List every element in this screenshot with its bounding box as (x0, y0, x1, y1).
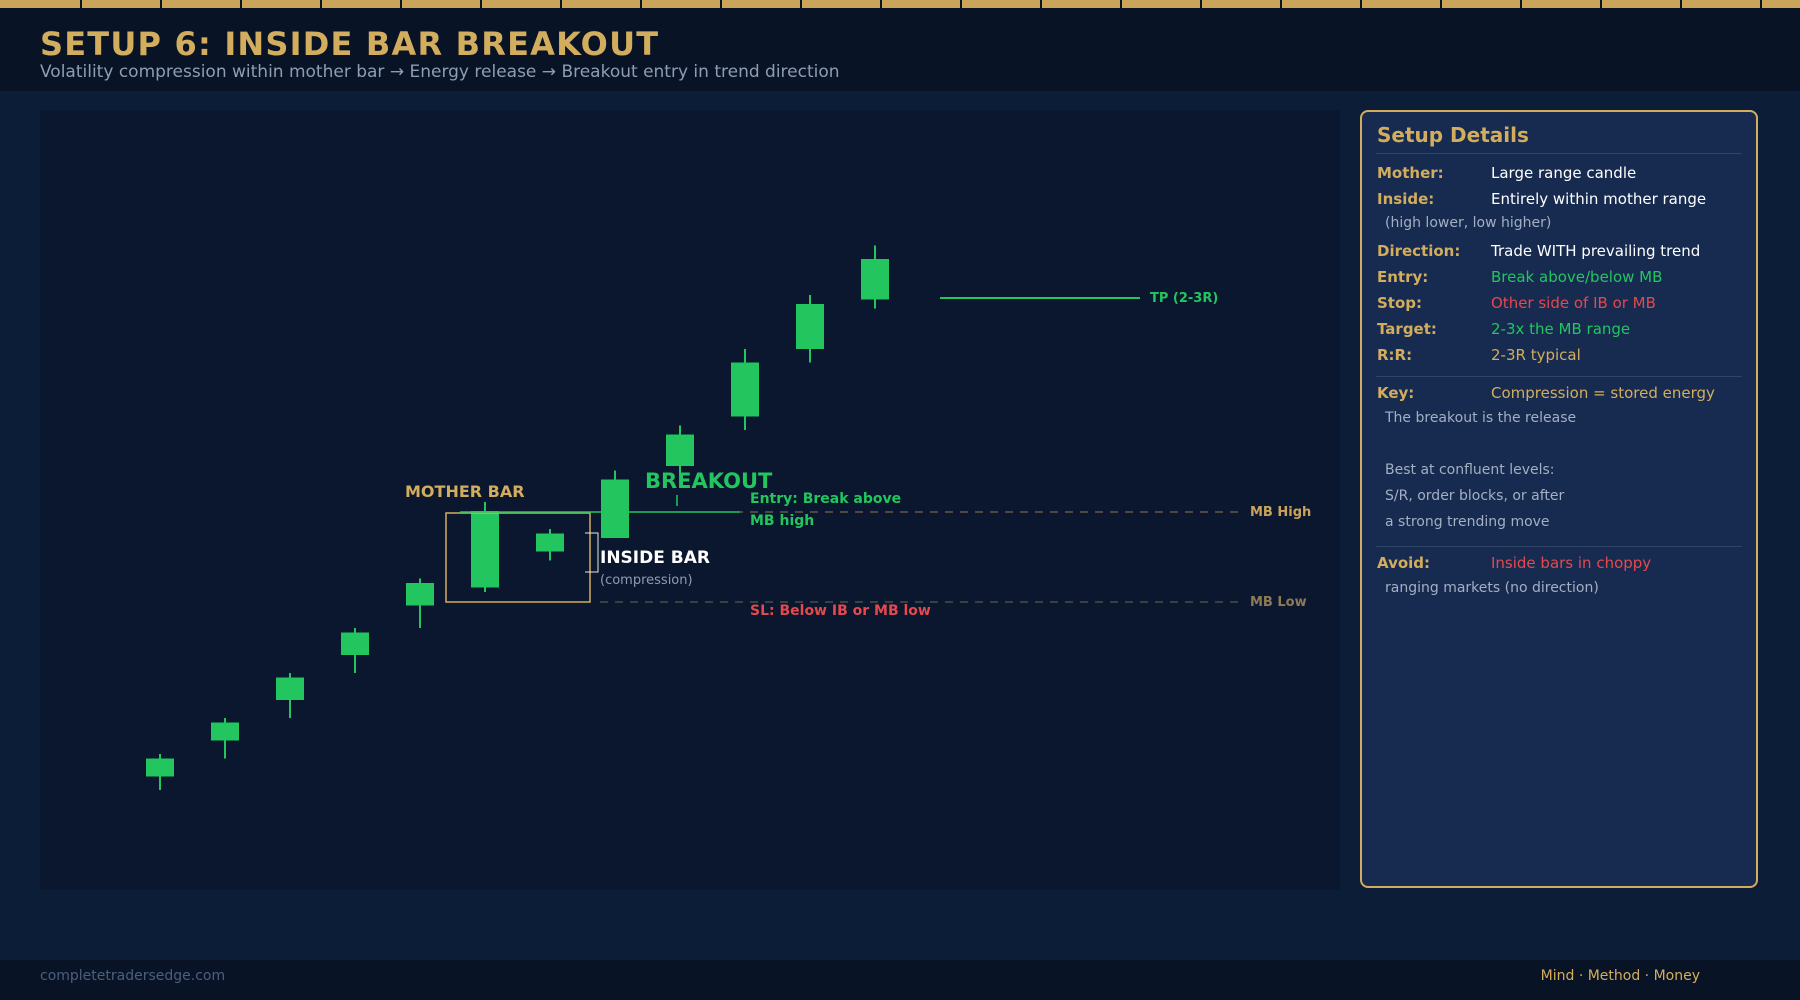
key-note: a strong trending move (1385, 514, 1550, 530)
accent-tick (240, 0, 242, 8)
accent-tick (1440, 0, 1442, 8)
mother-value: Large range candle (1491, 164, 1637, 182)
divider (1376, 153, 1742, 154)
detail-row-entry: Entry: Break above/below MB (1377, 268, 1747, 288)
accent-tick (1680, 0, 1682, 8)
footer-site: completetradersedge.com (40, 968, 226, 984)
stop-label: Stop: (1377, 294, 1423, 312)
key-value: Compression = stored energy (1491, 384, 1715, 402)
accent-tick (80, 0, 82, 8)
page-title: SETUP 6: INSIDE BAR BREAKOUT (40, 25, 660, 63)
stop-value: Other side of IB or MB (1491, 294, 1656, 312)
detail-row-mother: Mother: Large range candle (1377, 164, 1747, 184)
accent-tick (1040, 0, 1042, 8)
bullish-candle (601, 479, 629, 538)
detail-row-stop: Stop: Other side of IB or MB (1377, 294, 1747, 314)
inside-note: (high lower, low higher) (1385, 215, 1552, 231)
direction-label: Direction: (1377, 242, 1461, 260)
candles-group (146, 245, 889, 790)
avoid-label: Avoid: (1377, 554, 1431, 572)
inside-bar-label: INSIDE BAR (600, 548, 710, 568)
accent-tick (640, 0, 642, 8)
bullish-candle (666, 434, 694, 466)
top-accent-bar (0, 0, 1800, 8)
inside-value: Entirely within mother range (1491, 190, 1707, 208)
accent-tick (480, 0, 482, 8)
entry-label-line1: Entry: Break above (750, 491, 901, 507)
bullish-candle (731, 362, 759, 417)
bullish-candle (471, 511, 499, 588)
accent-tick (320, 0, 322, 8)
direction-value: Trade WITH prevailing trend (1491, 242, 1701, 260)
header: SETUP 6: INSIDE BAR BREAKOUT Volatility … (0, 8, 1800, 91)
detail-row-avoid: Avoid: Inside bars in choppy (1377, 554, 1747, 574)
bullish-candle (406, 583, 434, 606)
bullish-candle (536, 533, 564, 552)
detail-row-target: Target: 2-3x the MB range (1377, 320, 1747, 340)
key-note: The breakout is the release (1385, 410, 1577, 426)
bullish-candle (341, 632, 369, 655)
divider (1376, 376, 1742, 377)
bullish-candle (861, 259, 889, 300)
divider (1376, 546, 1742, 547)
footer: completetradersedge.com Mind · Method · … (0, 960, 1800, 1000)
detail-row-inside: Inside: Entirely within mother range (1377, 190, 1747, 210)
avoid-note: ranging markets (no direction) (1385, 580, 1599, 596)
bullish-candle (211, 722, 239, 741)
detail-row-direction: Direction: Trade WITH prevailing trend (1377, 242, 1747, 262)
accent-tick (1280, 0, 1282, 8)
accent-tick (1760, 0, 1762, 8)
bullish-candle (146, 758, 174, 777)
accent-tick (1360, 0, 1362, 8)
chart-panel: MOTHER BAR INSIDE BAR (compression) BREA… (40, 110, 1340, 890)
rr-value: 2-3R typical (1491, 346, 1581, 364)
accent-tick (560, 0, 562, 8)
breakout-label: BREAKOUT (645, 469, 773, 493)
stop-loss-label: SL: Below IB or MB low (750, 603, 931, 619)
inside-label: Inside: (1377, 190, 1435, 208)
key-note: Best at confluent levels: (1385, 462, 1555, 478)
footer-tagline: Mind · Method · Money (1540, 968, 1700, 984)
target-value: 2-3x the MB range (1491, 320, 1631, 338)
key-note: S/R, order blocks, or after (1385, 488, 1565, 504)
accent-tick (400, 0, 402, 8)
setup-diagram: MOTHER BAR INSIDE BAR (compression) BREA… (146, 245, 1311, 790)
page-subtitle: Volatility compression within mother bar… (40, 62, 840, 82)
mb-low-label: MB Low (1250, 595, 1307, 610)
mb-high-label: MB High (1250, 505, 1311, 520)
entry-label: Entry: (1377, 268, 1429, 286)
accent-tick (1520, 0, 1522, 8)
mother-label: Mother: (1377, 164, 1444, 182)
mother-bar-box (445, 512, 591, 603)
avoid-value: Inside bars in choppy (1491, 554, 1652, 572)
mother-bar-label: MOTHER BAR (405, 482, 525, 501)
accent-tick (880, 0, 882, 8)
accent-tick (800, 0, 802, 8)
detail-row-key: Key: Compression = stored energy (1377, 384, 1747, 404)
accent-tick (1600, 0, 1602, 8)
key-label: Key: (1377, 384, 1415, 402)
entry-label-line2: MB high (750, 513, 814, 529)
accent-tick (160, 0, 162, 8)
detail-row-rr: R:R: 2-3R typical (1377, 346, 1747, 366)
accent-tick (720, 0, 722, 8)
bullish-candle (796, 304, 824, 349)
accent-tick (1120, 0, 1122, 8)
tp-label: TP (2-3R) (1150, 291, 1218, 306)
entry-value: Break above/below MB (1491, 268, 1663, 286)
accent-tick (960, 0, 962, 8)
details-title: Setup Details (1377, 123, 1529, 147)
inside-bar-bracket (585, 532, 599, 573)
accent-tick (1200, 0, 1202, 8)
bullish-candle (276, 677, 304, 700)
setup-details-panel: Setup Details Mother: Large range candle… (1360, 110, 1758, 888)
rr-label: R:R: (1377, 346, 1413, 364)
inside-bar-sublabel: (compression) (600, 573, 693, 588)
target-label: Target: (1377, 320, 1437, 338)
